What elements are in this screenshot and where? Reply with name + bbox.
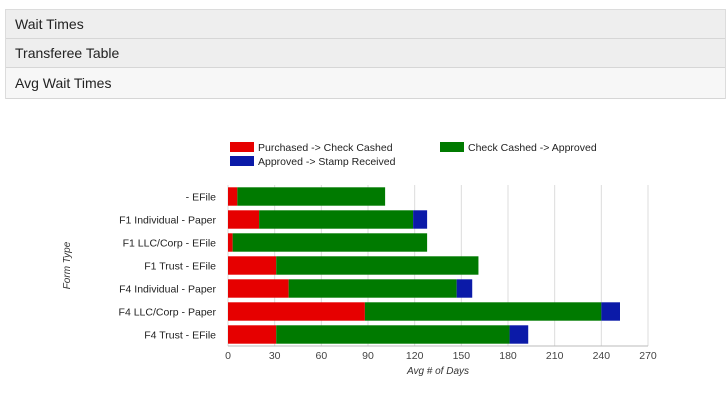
legend-label: Purchased -> Check Cashed (258, 142, 393, 154)
y-tick-label: F4 Trust - EFile (144, 330, 216, 342)
bar-segment-2 (237, 187, 386, 206)
x-tick-label: 240 (593, 350, 611, 362)
chart-container: - EFile F1 Individual - Paper F1 LLC/Corp … (0, 110, 726, 398)
bar-segment-2 (232, 233, 428, 252)
legend-swatch (440, 142, 464, 152)
x-tick-label: 30 (269, 350, 281, 362)
bar-segment-3 (601, 302, 620, 321)
y-tick-label: - EFile (186, 192, 216, 204)
bar-segment-3 (509, 325, 529, 344)
bar-segment-2 (288, 279, 457, 298)
legend-swatch (230, 142, 254, 152)
bar-segment-2 (276, 256, 479, 275)
x-tick-label: 270 (639, 350, 657, 362)
bar-segment-3 (413, 210, 428, 229)
x-tick-label: 150 (453, 350, 471, 362)
bar-segment-1 (228, 325, 277, 344)
x-axis-label: Avg # of Days (406, 366, 469, 377)
legend-label: Approved -> Stamp Received (258, 156, 396, 168)
bar-segment-1 (228, 256, 277, 275)
bar-segment-1 (228, 279, 289, 298)
y-tick-label: F1 Trust - EFile (144, 261, 216, 273)
accordion-item-avg-wait-times[interactable]: Avg Wait Times (6, 68, 725, 99)
x-tick-label: 60 (315, 350, 327, 362)
bar-segment-2 (276, 325, 510, 344)
y-tick-label: F4 LLC/Corp - Paper (119, 307, 217, 319)
bar-segment-2 (259, 210, 414, 229)
bar-segment-1 (228, 302, 365, 321)
avg-wait-times-chart: - EFile F1 Individual - Paper F1 LLC/Corp … (62, 142, 657, 377)
x-tick-label: 90 (362, 350, 374, 362)
y-axis-label: Form Type (62, 241, 73, 289)
bar-segment-1 (228, 187, 238, 206)
bar-segment-3 (456, 279, 473, 298)
y-tick-label: F1 Individual - Paper (119, 215, 216, 227)
x-tick-label: 210 (546, 350, 564, 362)
bar-segment-1 (228, 233, 233, 252)
x-tick-label: 120 (406, 350, 424, 362)
x-tick-label: 180 (499, 350, 517, 362)
legend-label: Check Cashed -> Approved (468, 142, 597, 154)
bar-segment-2 (364, 302, 602, 321)
accordion-item-wait-times[interactable]: Wait Times (6, 10, 725, 39)
legend-swatch (230, 156, 254, 166)
y-tick-label: F1 LLC/Corp - EFile (123, 238, 217, 250)
accordion-item-transferee-table[interactable]: Transferee Table (6, 39, 725, 68)
y-tick-label: F4 Individual - Paper (119, 284, 216, 296)
bar-segment-1 (228, 210, 260, 229)
x-tick-label: 0 (225, 350, 231, 362)
accordion: Wait Times Transferee Table Avg Wait Tim… (5, 9, 726, 99)
